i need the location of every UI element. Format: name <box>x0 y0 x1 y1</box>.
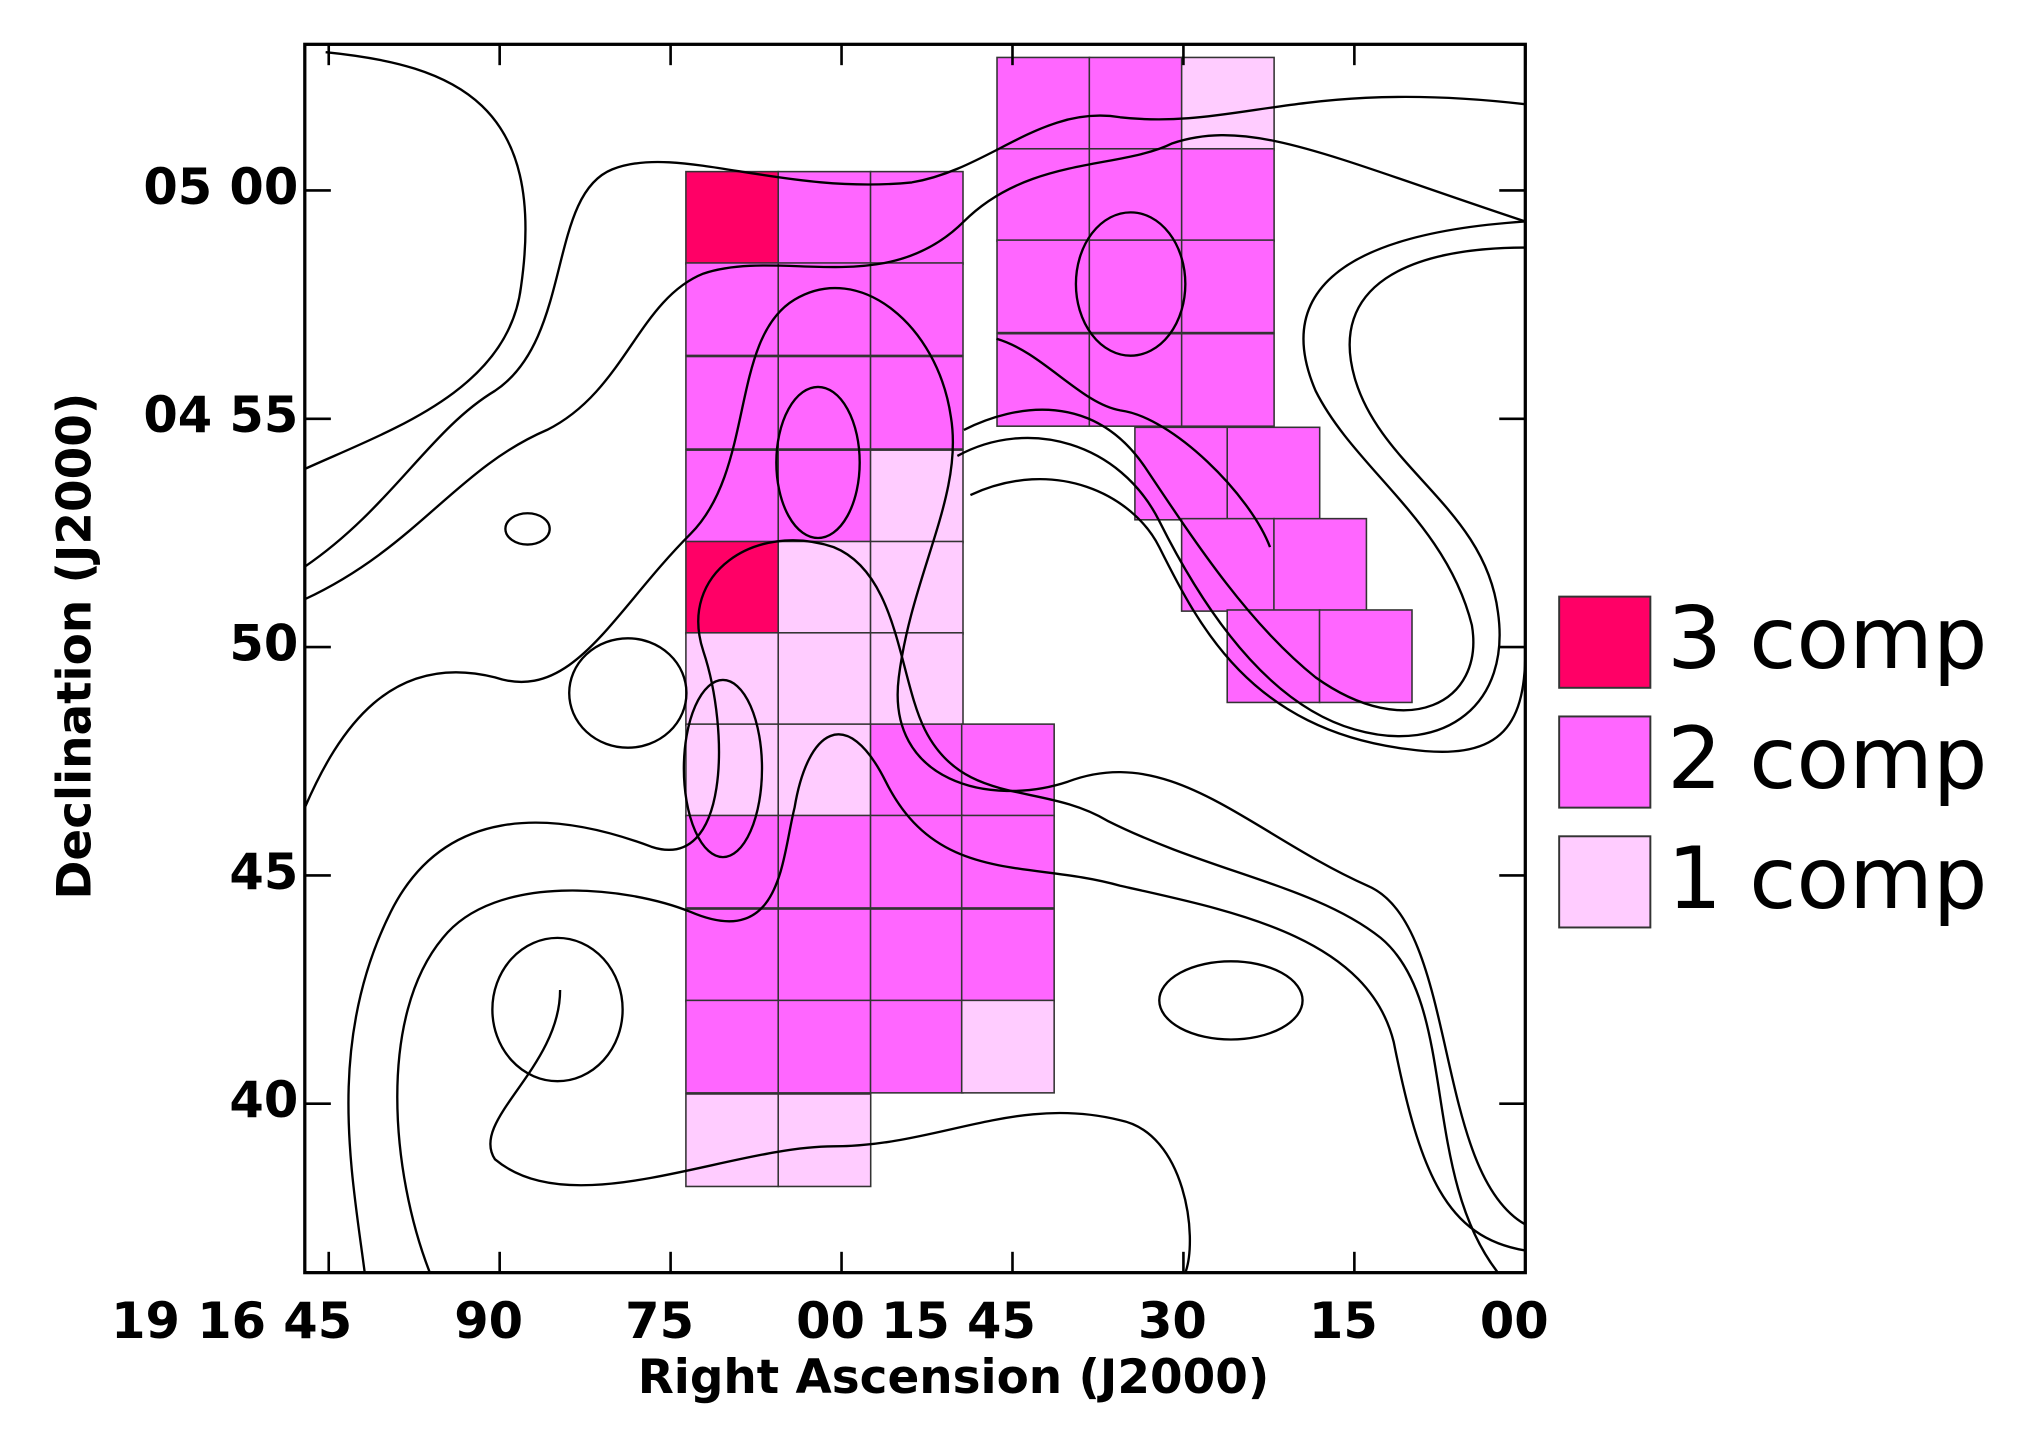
contour <box>396 733 1526 1273</box>
cell <box>685 908 780 1003</box>
cell <box>960 814 1055 909</box>
cell <box>996 56 1091 151</box>
x-tick-label: 00 <box>796 1292 865 1350</box>
cell <box>960 999 1055 1094</box>
cell <box>685 170 780 265</box>
x-tick-label: 19 16 45 <box>111 1292 352 1350</box>
contour <box>775 385 861 540</box>
contour <box>682 678 764 859</box>
cell <box>777 262 872 357</box>
cell <box>777 999 872 1094</box>
x-tick-label: 00 <box>1480 1292 1549 1350</box>
y-tick-label: 40 <box>229 1071 298 1129</box>
contour <box>1158 960 1304 1041</box>
cell <box>869 814 964 909</box>
legend-label: 1 comp <box>1667 829 1987 929</box>
y-tick-label: 45 <box>229 843 298 901</box>
cell <box>777 632 872 727</box>
cell <box>996 239 1091 334</box>
cell <box>777 814 872 909</box>
contour <box>504 512 551 546</box>
contour <box>304 134 1526 601</box>
x-tick-label: 75 <box>625 1292 694 1350</box>
contour <box>304 287 1526 1226</box>
x-tick-label: 30 <box>1138 1292 1207 1350</box>
cell <box>685 449 780 544</box>
cell <box>869 908 964 1003</box>
cell <box>1180 147 1275 243</box>
cell-layer <box>685 56 1413 1188</box>
legend-swatch <box>1558 835 1652 929</box>
cell <box>685 814 780 909</box>
cell <box>1088 56 1183 151</box>
cell <box>685 723 780 818</box>
cell <box>960 908 1055 1003</box>
x-axis-title: Right Ascension (J2000) <box>638 1350 1270 1405</box>
legend-label: 3 comp <box>1667 589 1987 689</box>
cell <box>1180 517 1275 612</box>
cell <box>685 540 780 635</box>
cell <box>1226 426 1321 521</box>
cell <box>996 147 1091 243</box>
contour <box>304 95 1526 568</box>
cell <box>685 999 780 1094</box>
cell <box>869 999 964 1094</box>
axes: 19 16 45 90 75 00 15 45 30 15 00 05 00 04 55 50 45 4… <box>111 44 1549 1350</box>
contour <box>304 50 527 471</box>
contour <box>996 337 1272 548</box>
cell <box>777 908 872 1003</box>
y-tick-label: 50 <box>229 615 298 673</box>
x-tick-label: 90 <box>454 1292 523 1350</box>
cell <box>685 262 780 357</box>
cell <box>685 1093 780 1188</box>
y-tick-label: 04 55 <box>143 386 298 444</box>
cell <box>869 262 964 357</box>
cell <box>1088 332 1183 427</box>
cell <box>960 723 1055 818</box>
plot-frame <box>303 42 1527 1275</box>
contour <box>568 637 688 749</box>
contour <box>347 539 1499 1273</box>
contours <box>304 50 1526 1273</box>
y-tick-label: 05 00 <box>143 158 298 216</box>
cell <box>777 540 872 635</box>
cell <box>777 170 872 265</box>
y-axis-title: Declination (J2000) <box>48 393 103 900</box>
cell <box>1318 609 1413 704</box>
cell <box>685 632 780 727</box>
contour <box>491 936 624 1083</box>
x-tick-label: 15 <box>1309 1292 1378 1350</box>
legend-swatch <box>1558 595 1652 689</box>
cell <box>869 540 964 635</box>
cell <box>1180 239 1275 334</box>
cell <box>777 1093 872 1188</box>
cell <box>1273 517 1368 612</box>
cell <box>1180 332 1275 427</box>
cell <box>777 449 872 544</box>
cell <box>1226 609 1321 704</box>
cell <box>1088 239 1183 334</box>
legend-swatch <box>1558 715 1652 809</box>
contour <box>969 478 1526 753</box>
contour <box>963 220 1526 712</box>
cell <box>869 723 964 818</box>
cell <box>685 355 780 450</box>
contour <box>1074 211 1187 357</box>
legend-label: 2 comp <box>1667 709 1987 809</box>
cell <box>869 170 964 265</box>
cell <box>869 449 964 544</box>
x-tick-label: 15 45 <box>881 1292 1036 1350</box>
legend: 3 comp 2 comp 1 comp <box>1558 589 1987 929</box>
contour <box>489 989 1191 1273</box>
contour <box>956 246 1526 738</box>
